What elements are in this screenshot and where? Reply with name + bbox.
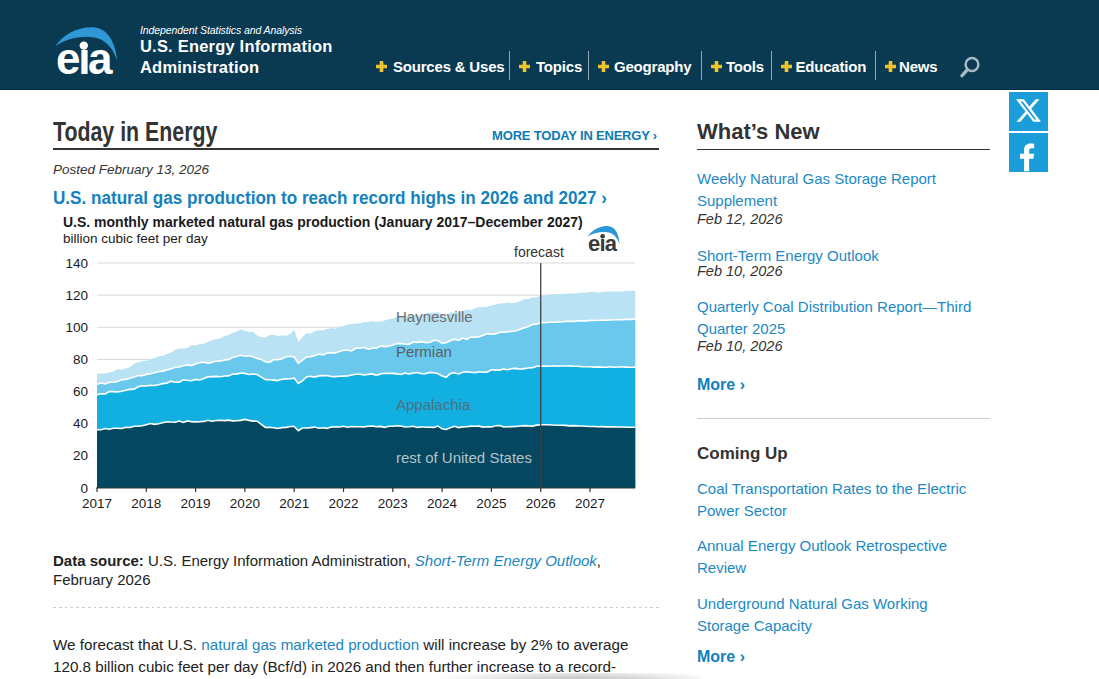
- svg-text:eıa: eıa: [56, 34, 113, 82]
